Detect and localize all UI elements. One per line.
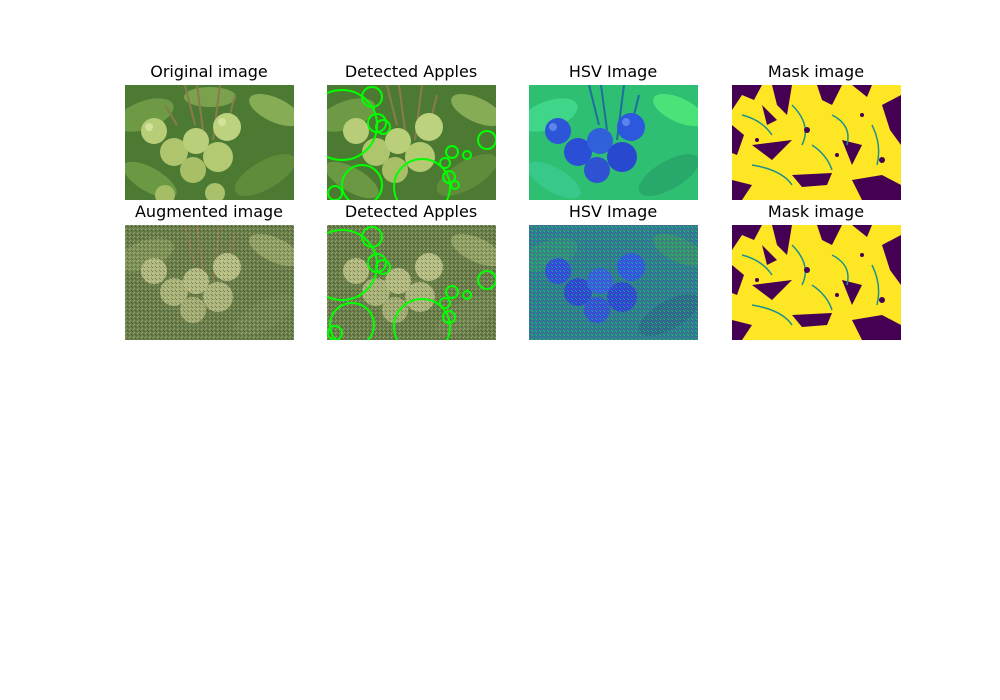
- panel-title-hsv: HSV Image: [568, 62, 658, 81]
- detected-apples-augmented-image: [327, 225, 496, 340]
- mask-augmented-image: [732, 225, 901, 340]
- hsv-augmented-image: [529, 225, 698, 340]
- detected-apples-image: [327, 85, 496, 200]
- hsv-image: [529, 85, 698, 200]
- panel-title-hsv-aug: HSV Image: [568, 202, 658, 221]
- panel-title-detected: Detected Apples: [344, 62, 478, 81]
- augmented-image: [125, 225, 294, 340]
- panel-title-augmented: Augmented image: [134, 202, 283, 221]
- panel-title-mask-aug: Mask image: [767, 202, 865, 221]
- panel-title-original: Original image: [150, 62, 268, 81]
- panel-title-detected-aug: Detected Apples: [344, 202, 478, 221]
- panel-title-mask: Mask image: [767, 62, 865, 81]
- original-image: [125, 85, 294, 200]
- mask-image: [732, 85, 901, 200]
